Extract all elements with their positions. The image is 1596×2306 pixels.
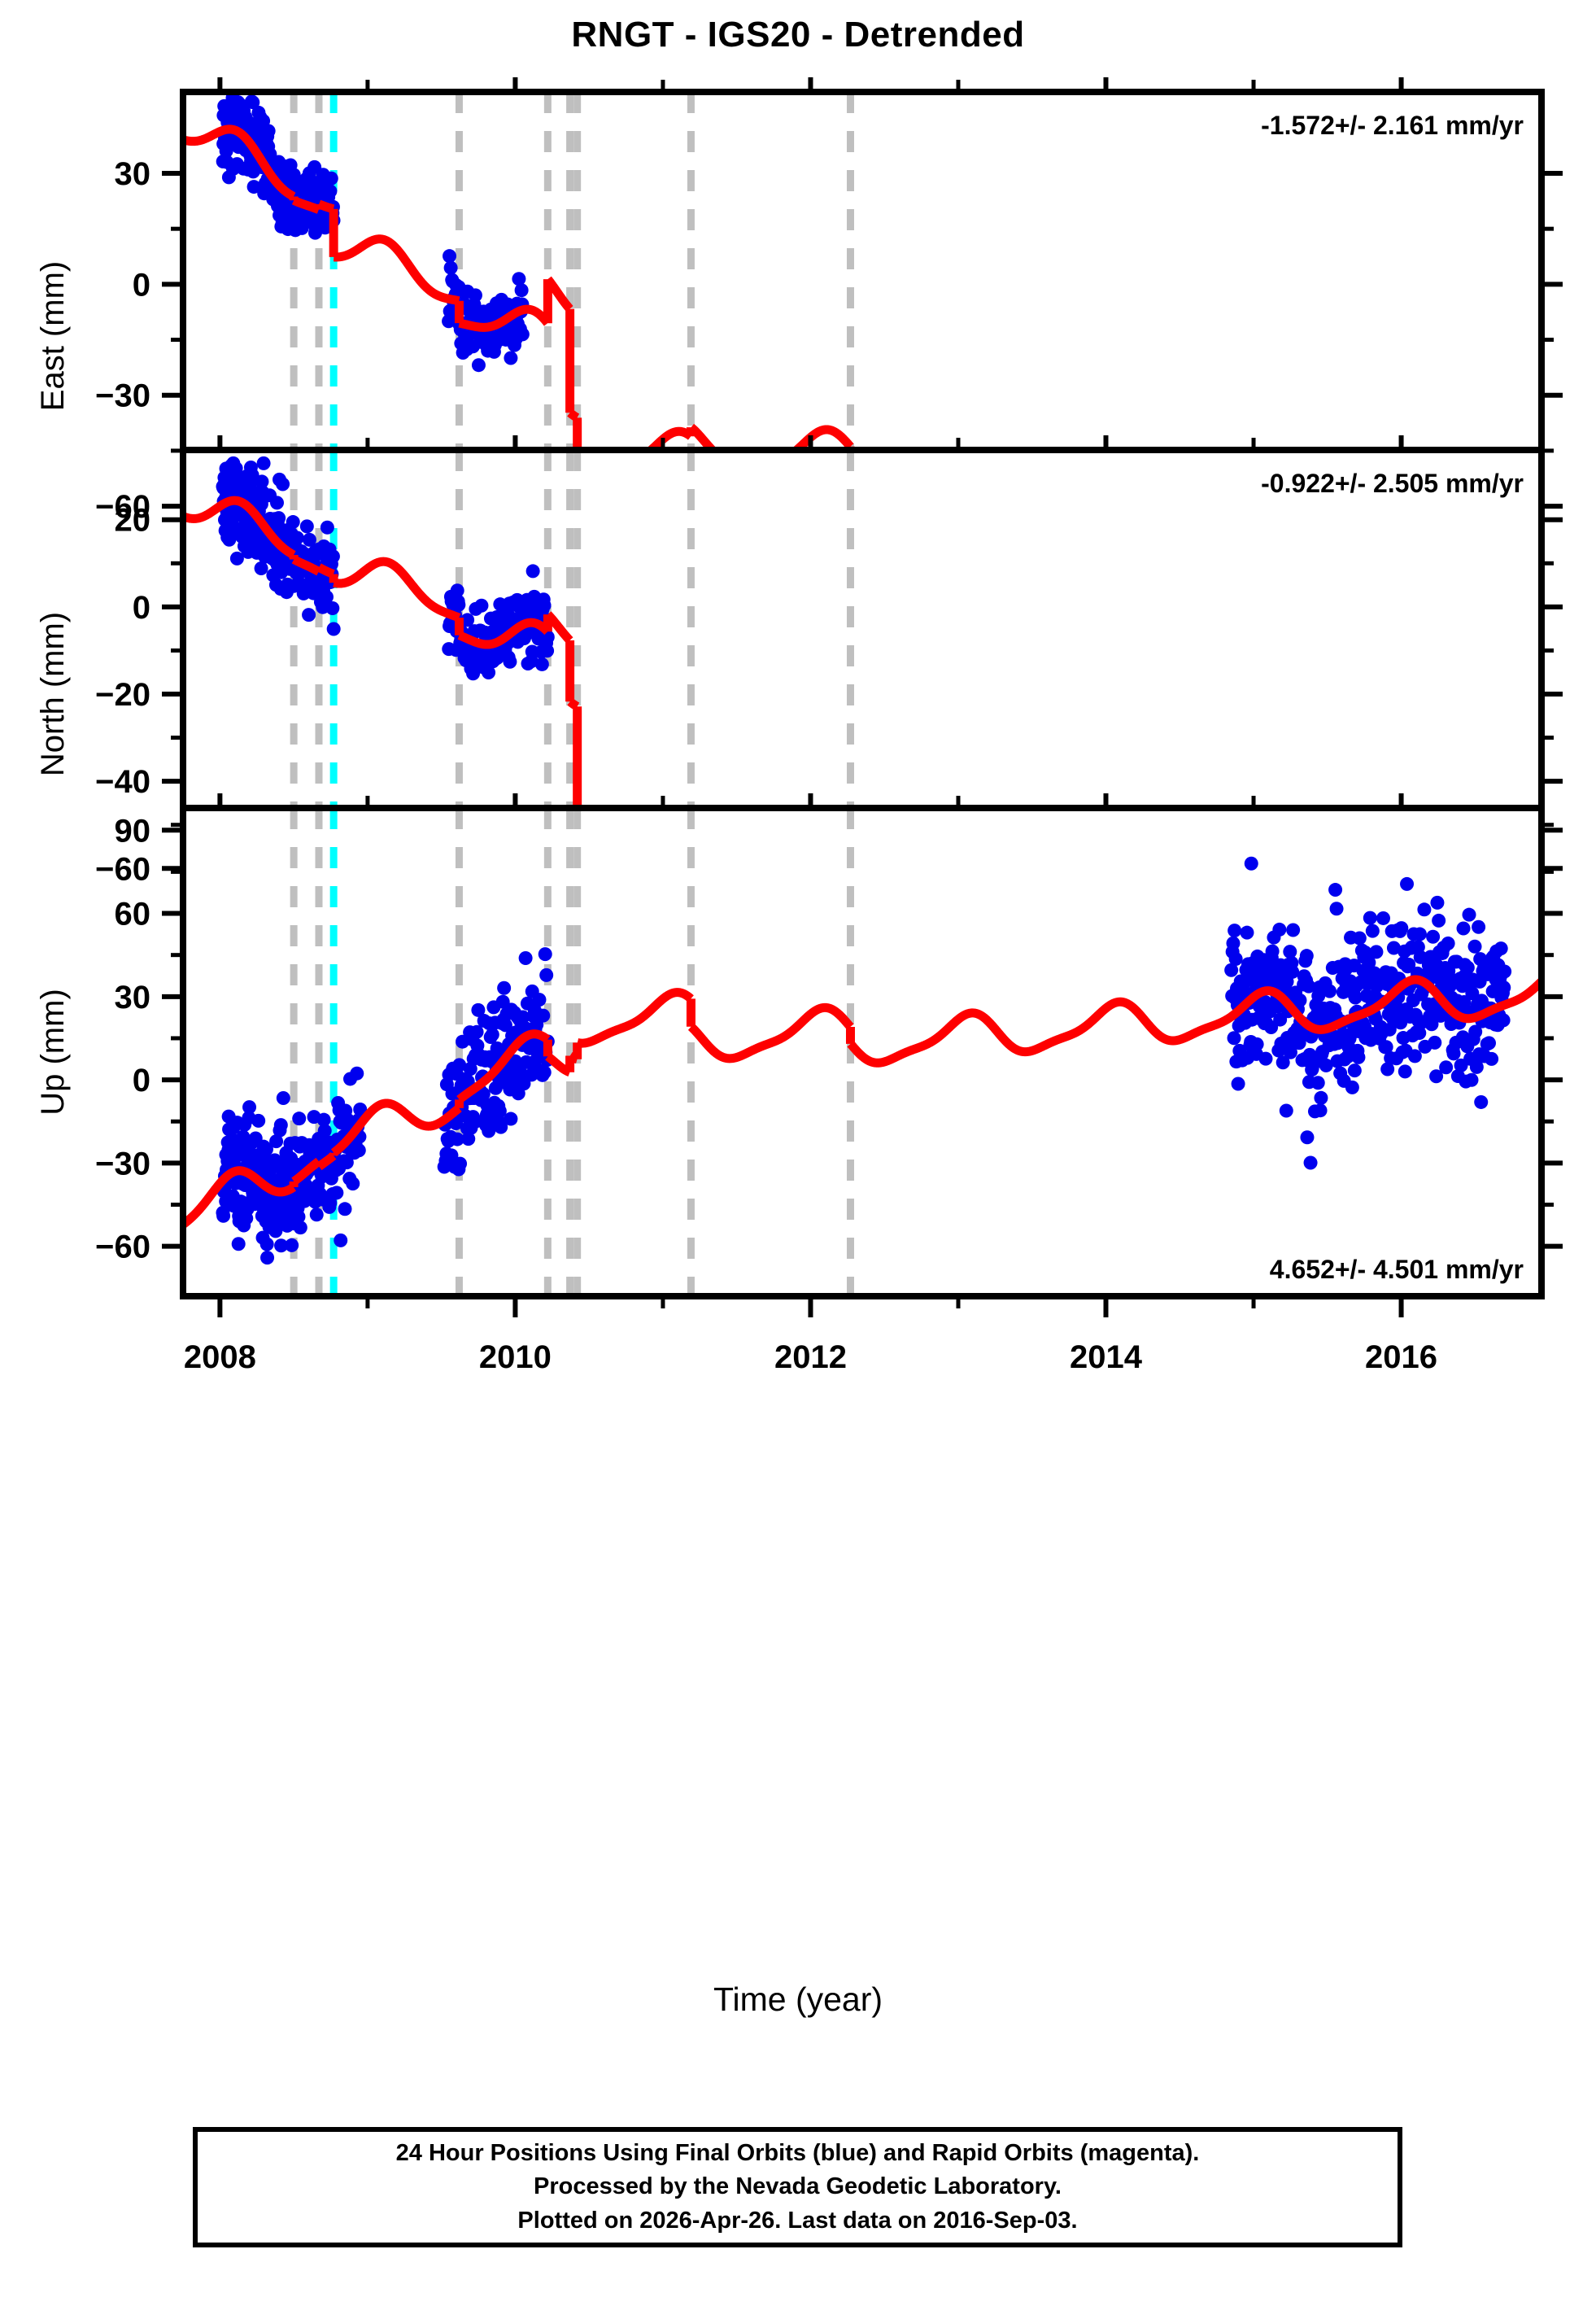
footer-caption-box: 24 Hour Positions Using Final Orbits (bl… xyxy=(193,2127,1402,2247)
x-tick-label: 2008 xyxy=(184,1339,256,1375)
y-tick-label: 60 xyxy=(115,897,151,932)
x-axis-title: Time (year) xyxy=(713,1981,883,2018)
y-tick-label: 90 xyxy=(115,813,151,849)
y-axis-title-east: East (mm) xyxy=(35,261,71,411)
rate-annotation-north: -0.922+/- 2.505 mm/yr xyxy=(1261,469,1524,498)
footer-line-2: Processed by the Nevada Geodetic Laborat… xyxy=(534,2173,1062,2200)
y-axis-title-up: Up (mm) xyxy=(35,989,71,1116)
chart-svg-up: 2008 2010 2012 2014 2016 90 60 30 0 −30 −60 Up (mm)… xyxy=(35,793,1563,1375)
x-tick-label: 2010 xyxy=(479,1339,552,1375)
plot-frame-up xyxy=(180,805,1545,1299)
y-axis-title-north: North (mm) xyxy=(35,612,71,776)
rate-annotation-east: -1.572+/- 2.161 mm/yr xyxy=(1261,111,1524,140)
y-axis-east: 30 0 −30 −60 xyxy=(95,156,1563,525)
footer-line-1: 24 Hour Positions Using Final Orbits (bl… xyxy=(395,2140,1200,2167)
footer-line-3: Plotted on 2026-Apr-26. Last data on 201… xyxy=(517,2207,1078,2234)
page-title: RNGT - IGS20 - Detrended xyxy=(571,15,1025,55)
y-tick-label: −60 xyxy=(95,851,150,887)
y-tick-label: −30 xyxy=(95,378,150,414)
y-tick-label: −20 xyxy=(95,677,150,713)
y-tick-label: 30 xyxy=(115,156,151,192)
chart-panel-up: 2008 2010 2012 2014 2016 90 60 30 0 −30 −60 Up (mm)… xyxy=(0,793,1596,1412)
y-tick-label: −40 xyxy=(95,764,150,800)
rate-annotation-up: 4.652+/- 4.501 mm/yr xyxy=(1270,1255,1524,1284)
x-tick-label: 2014 xyxy=(1070,1339,1143,1375)
y-tick-label: 0 xyxy=(133,590,150,626)
x-tick-label: 2016 xyxy=(1365,1339,1437,1375)
y-tick-label: 0 xyxy=(133,267,150,303)
x-tick-label: 2012 xyxy=(774,1339,847,1375)
y-tick-label: 0 xyxy=(133,1063,150,1098)
y-axis-up: 90 60 30 0 −30 −60 xyxy=(95,813,1563,1265)
y-tick-label: −30 xyxy=(95,1146,150,1181)
y-tick-label: −60 xyxy=(95,1229,150,1265)
y-axis-north: 20 0 −20 −40 −60 xyxy=(95,503,1563,887)
y-tick-label: −60 xyxy=(95,489,150,525)
x-axis-up: 2008 2010 2012 2014 2016 xyxy=(184,793,1437,1375)
model-curve-up xyxy=(183,975,1541,1229)
y-tick-label: 30 xyxy=(115,980,151,1015)
y-tick-label: 20 xyxy=(115,503,151,539)
